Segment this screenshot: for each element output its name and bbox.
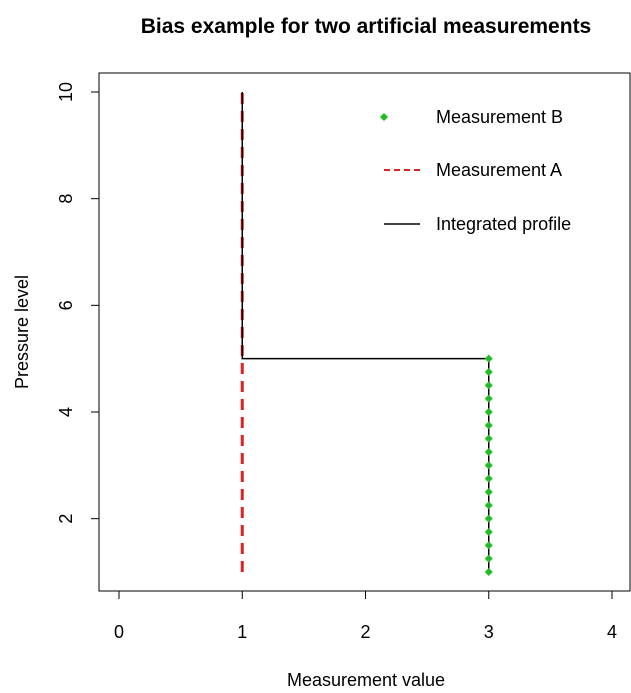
series-measurement-b-point (484, 381, 493, 390)
series-measurement-b-point (484, 421, 493, 430)
y-tick-label: 4 (56, 407, 76, 417)
y-axis-label: Pressure level (12, 275, 32, 389)
y-tick-label: 8 (56, 194, 76, 204)
series-measurement-b-point (484, 434, 493, 443)
series-measurement-b-point (484, 408, 493, 416)
legend: Measurement B Measurement A Integrated pro… (380, 107, 571, 234)
x-tick-label: 3 (484, 622, 494, 642)
series-measurement-b-point (484, 501, 493, 510)
series-measurement-b-point (484, 448, 493, 456)
series-measurement-b-point (484, 354, 493, 363)
x-tick-label: 4 (607, 622, 617, 642)
series-measurement-b-point (484, 488, 493, 496)
series-measurement-b-point (484, 528, 493, 536)
series-measurement-b-point (484, 474, 493, 483)
legend-label-measurement-a: Measurement A (436, 160, 562, 180)
chart-title: Bias example for two artificial measurem… (141, 15, 592, 38)
plot-area-border (98, 72, 631, 592)
series-measurement-b-point (484, 368, 493, 376)
series-measurement-b-point (484, 541, 493, 550)
legend-label-integrated-profile: Integrated profile (436, 214, 571, 234)
series-measurement-b-point (484, 394, 493, 403)
series-measurement-b-point (484, 554, 493, 563)
x-tick-label: 2 (360, 622, 370, 642)
y-tick-label: 6 (56, 300, 76, 310)
legend-label-measurement-b: Measurement B (436, 107, 563, 127)
y-tick-label: 2 (56, 514, 76, 524)
series-measurement-b-point (484, 461, 493, 470)
x-axis-label: Measurement value (287, 670, 445, 688)
axes: 0 1 2 3 4 2 4 6 8 10 (56, 82, 617, 642)
legend-symbol-measurement-b (380, 113, 388, 121)
y-tick-label: 10 (56, 82, 76, 102)
series-layer (240, 92, 493, 576)
x-tick-label: 0 (114, 622, 124, 642)
series-measurement-b-point (484, 568, 493, 576)
x-tick-label: 1 (237, 622, 247, 642)
series-measurement-b-point (484, 514, 493, 523)
